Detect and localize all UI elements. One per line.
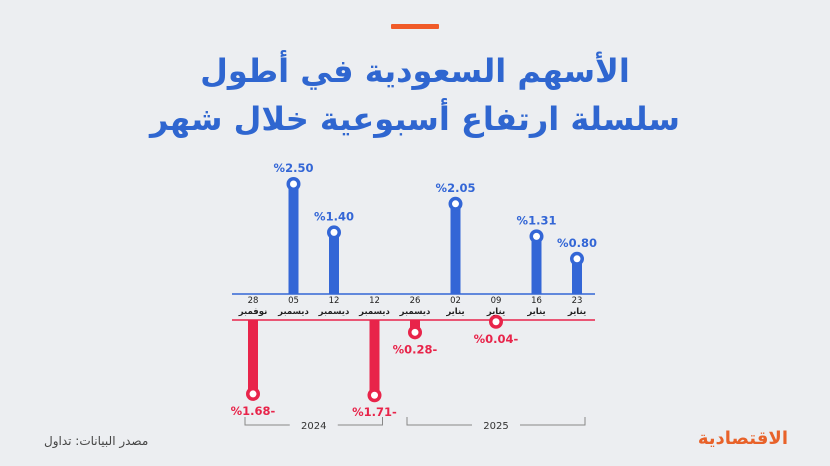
- category-month-label: يناير: [526, 307, 545, 317]
- bar-end-dot: [411, 328, 419, 336]
- bar-end-dot: [533, 232, 540, 240]
- bar: [572, 258, 582, 294]
- data-label: %0.28-: [393, 342, 438, 356]
- chart-title-line-2: سلسلة ارتفاع أسبوعية خلال شهر: [150, 100, 680, 138]
- category-month-label: نوفمبر: [238, 307, 268, 317]
- bar: [248, 320, 258, 394]
- bar: [450, 203, 461, 294]
- category-day-label: 02: [450, 296, 461, 306]
- category-month-label: يناير: [567, 307, 586, 317]
- data-label: %0.80: [557, 236, 597, 250]
- bars-group: %1.68- %2.50 %1.40 %1.71- %0.28- %2.05 %0.04-%…: [231, 161, 597, 419]
- data-label: %2.50: [274, 161, 314, 175]
- category-month-label: يناير: [486, 307, 505, 317]
- category-day-label: 23: [572, 296, 583, 306]
- year-brackets-group: 2024 2025: [244, 417, 586, 432]
- category-month-label: ديسمبر: [399, 307, 431, 317]
- publisher-logo: الاقتصادية: [697, 428, 788, 449]
- year-bracket: [244, 417, 383, 426]
- category-day-label: 16: [531, 296, 542, 306]
- bar-end-dot: [573, 255, 581, 263]
- bar-end-dot: [290, 180, 297, 188]
- year-bracket: [406, 417, 586, 426]
- category-month-label: ديسمبر: [277, 307, 309, 317]
- category-day-label: 09: [491, 296, 502, 306]
- data-label: %0.04-: [474, 332, 519, 346]
- category-day-label: 05: [288, 296, 299, 306]
- category-day-label: 12: [369, 296, 380, 306]
- bar-end-dot: [452, 200, 459, 208]
- bar-end-dot: [249, 390, 257, 398]
- bar: [531, 236, 542, 294]
- data-source: مصدر البيانات: تداول: [44, 434, 149, 448]
- category-month-label: يناير: [445, 307, 464, 317]
- data-label: %2.05: [436, 181, 476, 195]
- bar: [329, 232, 339, 294]
- bar: [369, 320, 380, 396]
- data-label: %1.31: [517, 213, 557, 227]
- category-month-label: ديسمبر: [358, 307, 390, 317]
- category-month-label: ديسمبر: [318, 307, 350, 317]
- chart-title-line-1: الأسهم السعودية في أطول: [200, 52, 630, 90]
- bar-end-dot: [371, 391, 378, 399]
- category-day-label: 28: [248, 296, 259, 306]
- year-label: 2025: [483, 421, 508, 432]
- data-label: %1.40: [314, 209, 354, 223]
- bar-end-dot: [330, 228, 338, 236]
- data-label: %1.68-: [231, 404, 276, 418]
- top-accent-bar: [391, 24, 439, 29]
- category-day-label: 26: [410, 296, 421, 306]
- category-labels-group: 28نوفمبر05ديسمبر12ديسمبر12ديسمبر26ديسمبر…: [238, 296, 586, 317]
- data-label: %1.71-: [352, 405, 397, 419]
- category-day-label: 12: [329, 296, 340, 306]
- bar-end-dot: [492, 318, 500, 326]
- bar: [288, 184, 299, 294]
- year-label: 2024: [301, 421, 326, 432]
